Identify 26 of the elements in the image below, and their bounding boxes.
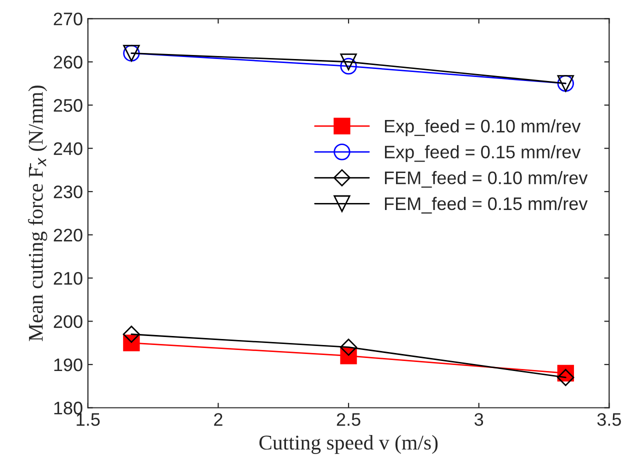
- y-tick-label: 210: [54, 272, 82, 285]
- point: [122, 326, 140, 343]
- x-tick-label: 2: [214, 413, 222, 426]
- x-tick-label: 3: [474, 413, 484, 426]
- x-tick-label: 2.5: [336, 413, 360, 426]
- y-tick-label: 240: [54, 142, 82, 156]
- legend-label: FEM_feed = 0.15 mm/rev: [384, 196, 588, 214]
- y-tick-label: 260: [54, 56, 82, 69]
- point: [557, 368, 574, 386]
- y-tick-label: 180: [54, 402, 82, 414]
- y-tick-label: 230: [54, 186, 82, 198]
- legend-label: FEM_feed = 0.10 mm/rev: [384, 171, 588, 188]
- x-tick-label: 3.5: [597, 413, 621, 426]
- x-tick-label: 1.5: [76, 413, 100, 426]
- legend-label: Exp_feed = 0.15 mm/rev: [384, 145, 581, 162]
- y-tick-label: 220: [54, 228, 82, 242]
- y-tick-label: 270: [54, 12, 82, 26]
- y-axis-title: Mean cutting force F̄$_{x}$ (N/mm): [28, 86, 48, 342]
- y-tick-label: 250: [54, 99, 82, 112]
- x-axis-title: Cutting speed v (m/s): [259, 435, 438, 454]
- legend-label: Exp_feed = 0.10 mm/rev: [384, 119, 581, 136]
- point: [340, 58, 357, 75]
- point: [340, 338, 358, 356]
- point: [340, 54, 357, 70]
- y-tick-label: 190: [54, 358, 82, 372]
- y-tick-label: 200: [54, 315, 82, 328]
